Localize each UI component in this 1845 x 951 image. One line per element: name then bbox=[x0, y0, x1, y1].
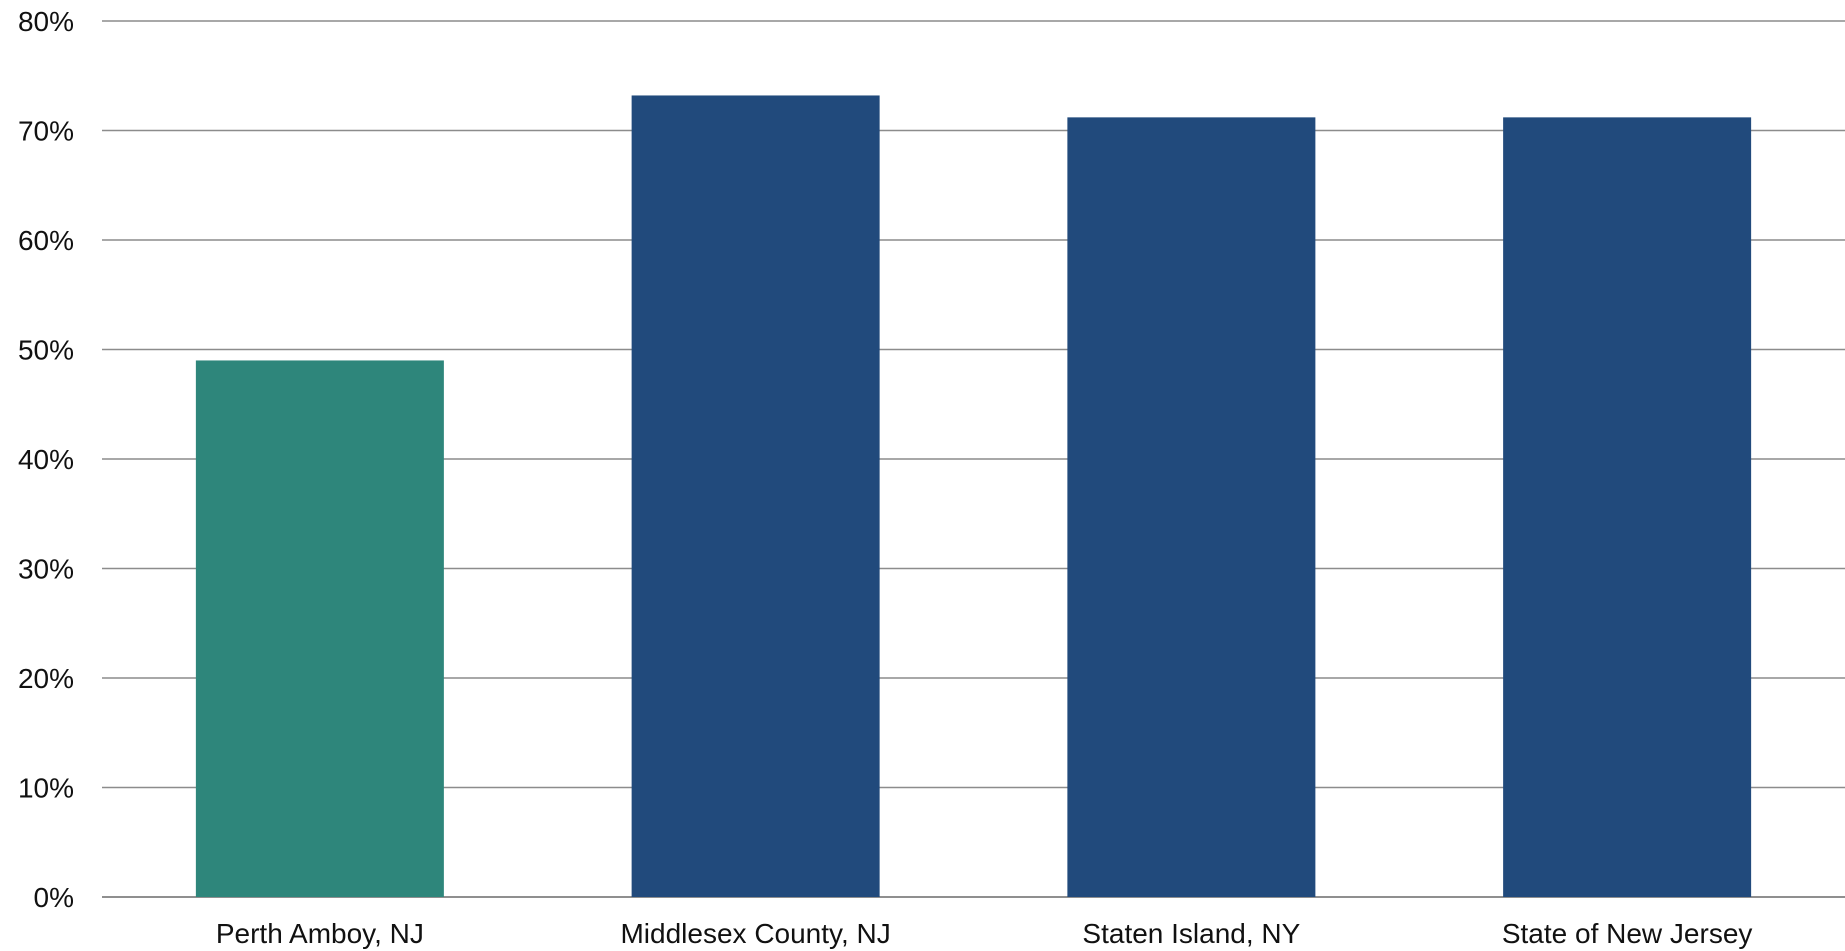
y-tick-label: 60% bbox=[18, 225, 74, 256]
bar bbox=[631, 95, 880, 897]
y-tick-label: 50% bbox=[18, 335, 74, 366]
y-tick-label: 10% bbox=[18, 773, 74, 804]
x-category-label: Perth Amboy, NJ bbox=[216, 918, 424, 949]
y-tick-label: 80% bbox=[18, 6, 74, 37]
y-tick-label: 20% bbox=[18, 663, 74, 694]
x-category-label: State of New Jersey bbox=[1502, 918, 1753, 949]
bar bbox=[1067, 117, 1316, 898]
y-tick-label: 70% bbox=[18, 116, 74, 147]
x-category-label: Middlesex County, NJ bbox=[620, 918, 890, 949]
y-tick-label: 40% bbox=[18, 444, 74, 475]
y-axis-tick-labels: 0% 10% 20% 30% 40% 50% 60% 70% 80% bbox=[18, 6, 74, 913]
y-tick-label: 30% bbox=[18, 554, 74, 585]
bar bbox=[1503, 117, 1752, 898]
bars bbox=[195, 95, 1752, 898]
y-tick-label: 0% bbox=[34, 882, 74, 913]
bar bbox=[195, 360, 444, 897]
x-category-label: Staten Island, NY bbox=[1082, 918, 1300, 949]
x-axis-category-labels: Perth Amboy, NJ Middlesex County, NJ State… bbox=[216, 918, 1753, 949]
